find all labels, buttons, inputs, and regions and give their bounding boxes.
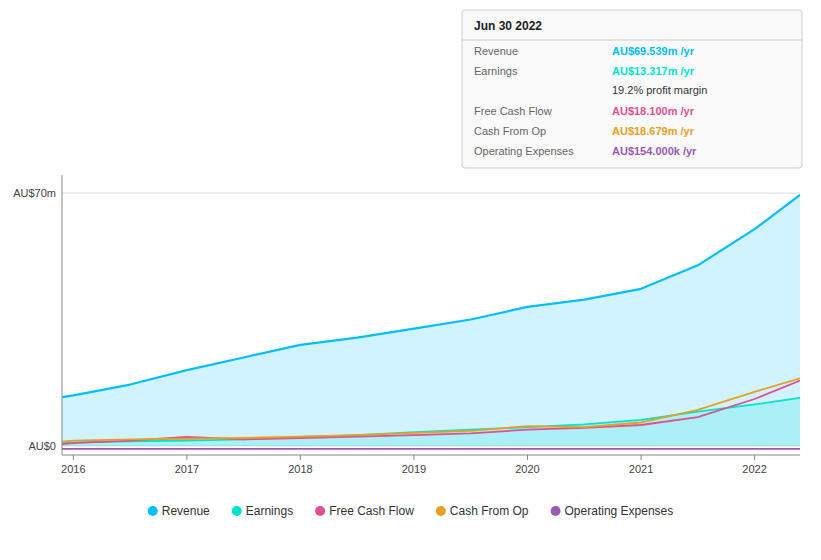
legend-label: Free Cash Flow (329, 504, 414, 518)
info-sub: 19.2% profit margin (612, 84, 707, 96)
info-value: AU$18.100m /yr (612, 105, 695, 117)
x-tick (641, 455, 642, 460)
x-tick-label: 2016 (61, 463, 85, 475)
x-axis-line (62, 455, 800, 456)
y-tick-label: AU$0 (28, 440, 56, 452)
line (62, 398, 800, 443)
plot-data (62, 195, 800, 449)
info-value: AU$13.317m /yr (612, 65, 695, 77)
x-tick (413, 455, 414, 460)
x-tick (754, 455, 755, 460)
info-divider (462, 40, 802, 41)
x-tick-label: 2020 (515, 463, 539, 475)
line (62, 378, 800, 441)
chart: AU$0 AU$70m 2016 2017 2018 2019 2020 2021 2022 Ju… (0, 0, 821, 560)
info-value: AU$154.000k /yr (612, 145, 697, 157)
x-tick-label: 2021 (629, 463, 653, 475)
x-tick (73, 455, 74, 460)
legend-swatch (315, 506, 325, 516)
area (62, 195, 800, 446)
info-label: Earnings (474, 65, 518, 77)
info-label: Cash From Op (474, 125, 546, 137)
info-title: Jun 30 2022 (474, 19, 542, 33)
legend-swatch (551, 506, 561, 516)
info-label: Free Cash Flow (474, 105, 552, 117)
legend-swatch (148, 506, 158, 516)
legend-swatch (436, 506, 446, 516)
x-tick (186, 455, 187, 460)
info-label: Revenue (474, 45, 518, 57)
info-value: AU$69.539m /yr (612, 45, 695, 57)
legend-label: Cash From Op (450, 504, 529, 518)
info-value: AU$18.679m /yr (612, 125, 695, 137)
x-tick-label: 2019 (402, 463, 426, 475)
x-tick (300, 455, 301, 460)
legend-swatch (232, 506, 242, 516)
legend-label: Operating Expenses (565, 504, 674, 518)
x-tick (527, 455, 528, 460)
x-tick-label: 2018 (288, 463, 312, 475)
grid-line (62, 193, 800, 194)
legend-label: Earnings (246, 504, 293, 518)
legend-label: Revenue (162, 504, 210, 518)
info-box (462, 10, 802, 168)
x-tick-label: 2022 (742, 463, 766, 475)
legend: Revenue Earnings Free Cash Flow Cash From O… (148, 504, 674, 518)
x-tick-label: 2017 (175, 463, 199, 475)
line (62, 448, 800, 450)
info-label: Operating Expenses (474, 145, 574, 157)
y-tick-label: AU$70m (13, 187, 56, 199)
line (62, 195, 800, 397)
